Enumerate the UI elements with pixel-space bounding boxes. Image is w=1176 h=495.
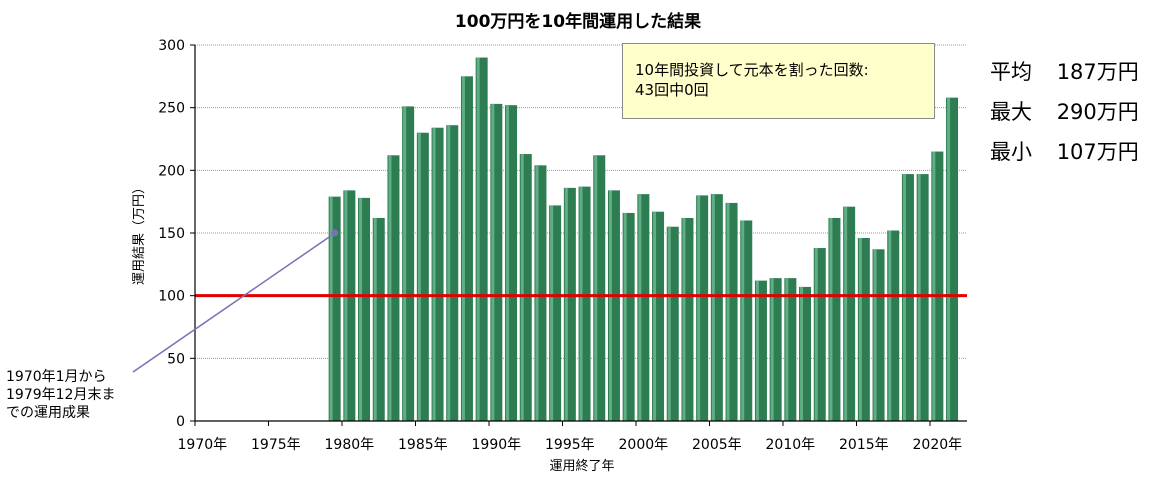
bar-2017-highlight	[888, 230, 892, 421]
bar-2016-highlight	[873, 249, 877, 421]
bar-1980-highlight	[344, 190, 348, 421]
stat-average: 平均 187万円	[990, 58, 1139, 98]
bar-2002-highlight	[667, 226, 671, 421]
bar-2018-highlight	[902, 174, 906, 421]
bar-1988-highlight	[461, 76, 465, 421]
y-tick-label: 100	[158, 289, 185, 305]
y-tick-label: 300	[158, 38, 185, 54]
bar-2003-highlight	[682, 217, 686, 421]
x-tick-label: 1970年	[178, 437, 228, 453]
x-tick-label: 2000年	[619, 437, 669, 453]
bar-2010-highlight	[785, 278, 789, 421]
bar-2013-highlight	[829, 217, 833, 421]
stat-min-label: 最小	[990, 140, 1032, 164]
x-tick-label: 2005年	[692, 437, 742, 453]
bar-1989-highlight	[476, 57, 480, 422]
y-tick-label: 50	[167, 351, 185, 367]
bar-2021-highlight	[947, 97, 951, 421]
y-tick-label: 200	[158, 163, 185, 179]
bar-1997-highlight	[594, 155, 598, 421]
bar-2019-highlight	[917, 174, 921, 421]
stats-panel: 平均 187万円 最大 290万円 最小 107万円	[990, 58, 1139, 178]
x-tick-label: 1980年	[325, 437, 375, 453]
x-tick-label: 1985年	[398, 437, 448, 453]
x-tick-labels: 1970年 1975年 1980年 1985年 1990年 1995年 2000年 2005年…	[178, 437, 963, 453]
bar-1992-highlight	[520, 154, 524, 422]
bar-1991-highlight	[506, 105, 510, 421]
callout-text: 1970年1月から 1979年12月末ま での運用成果	[6, 368, 115, 422]
callout-line-3: での運用成果	[6, 405, 90, 421]
chart-title: 100万円を10年間運用した結果	[455, 11, 701, 32]
axes	[190, 44, 967, 426]
x-tick-label: 2015年	[839, 437, 889, 453]
stat-average-value: 187万円	[1056, 60, 1139, 84]
bar-1990-highlight	[491, 103, 495, 421]
bars	[328, 57, 959, 422]
bar-1981-highlight	[359, 197, 363, 421]
stat-max: 最大 290万円	[990, 98, 1139, 138]
bar-1995-highlight	[564, 187, 568, 421]
y-tick-label: 250	[158, 101, 185, 117]
bar-1979-highlight	[329, 196, 333, 421]
callout-arrow	[132, 229, 339, 373]
note-box: 10年間投資して元本を割った回数: 43回中0回	[622, 43, 935, 119]
bar-2004-highlight	[697, 195, 701, 421]
callout-arrow-head	[331, 229, 339, 237]
bar-1998-highlight	[608, 190, 612, 421]
bar-2006-highlight	[726, 202, 730, 421]
bar-1982-highlight	[373, 217, 377, 421]
x-tick-label: 2010年	[766, 437, 816, 453]
callout-line-1: 1970年1月から	[6, 369, 107, 385]
bar-1983-highlight	[388, 155, 392, 421]
stat-max-label: 最大	[990, 100, 1032, 124]
bar-2008-highlight	[755, 280, 759, 421]
x-tick-label: 2020年	[913, 437, 963, 453]
bar-2005-highlight	[711, 194, 715, 421]
note-line-2: 43回中0回	[635, 81, 709, 99]
bar-2009-highlight	[770, 278, 774, 421]
bar-2015-highlight	[858, 238, 862, 421]
y-tick-labels: 0 50 100 150 200 250 300	[158, 38, 185, 430]
y-tick-label: 0	[176, 414, 185, 430]
bar-1996-highlight	[579, 186, 583, 421]
bar-1985-highlight	[417, 132, 421, 421]
bar-1986-highlight	[432, 127, 436, 421]
bar-1993-highlight	[535, 165, 539, 421]
bar-2011-highlight	[800, 286, 804, 421]
bar-1987-highlight	[447, 125, 451, 422]
y-axis-label: 運用結果（万円）	[132, 181, 147, 285]
bar-2007-highlight	[741, 220, 745, 421]
stat-max-value: 290万円	[1056, 100, 1139, 124]
bar-2012-highlight	[814, 248, 818, 421]
bar-2000-highlight	[638, 194, 642, 421]
bar-1999-highlight	[623, 212, 627, 421]
bar-2020-highlight	[932, 151, 936, 422]
x-axis-label: 運用終了年	[549, 458, 614, 474]
stat-min-value: 107万円	[1056, 140, 1139, 164]
x-tick-label: 1975年	[251, 437, 301, 453]
stat-average-label: 平均	[990, 60, 1032, 84]
callout-line-2: 1979年12月末ま	[6, 387, 116, 403]
bar-2014-highlight	[844, 206, 848, 421]
stat-min: 最小 107万円	[990, 138, 1139, 178]
x-tick-label: 1995年	[545, 437, 595, 453]
note-line-1: 10年間投資して元本を割った回数:	[635, 61, 869, 79]
y-tick-label: 150	[158, 226, 185, 242]
bar-1994-highlight	[550, 205, 554, 421]
bar-2001-highlight	[653, 211, 657, 421]
x-tick-label: 1990年	[472, 437, 522, 453]
bar-1984-highlight	[403, 106, 407, 421]
callout-arrow-line	[132, 235, 332, 373]
